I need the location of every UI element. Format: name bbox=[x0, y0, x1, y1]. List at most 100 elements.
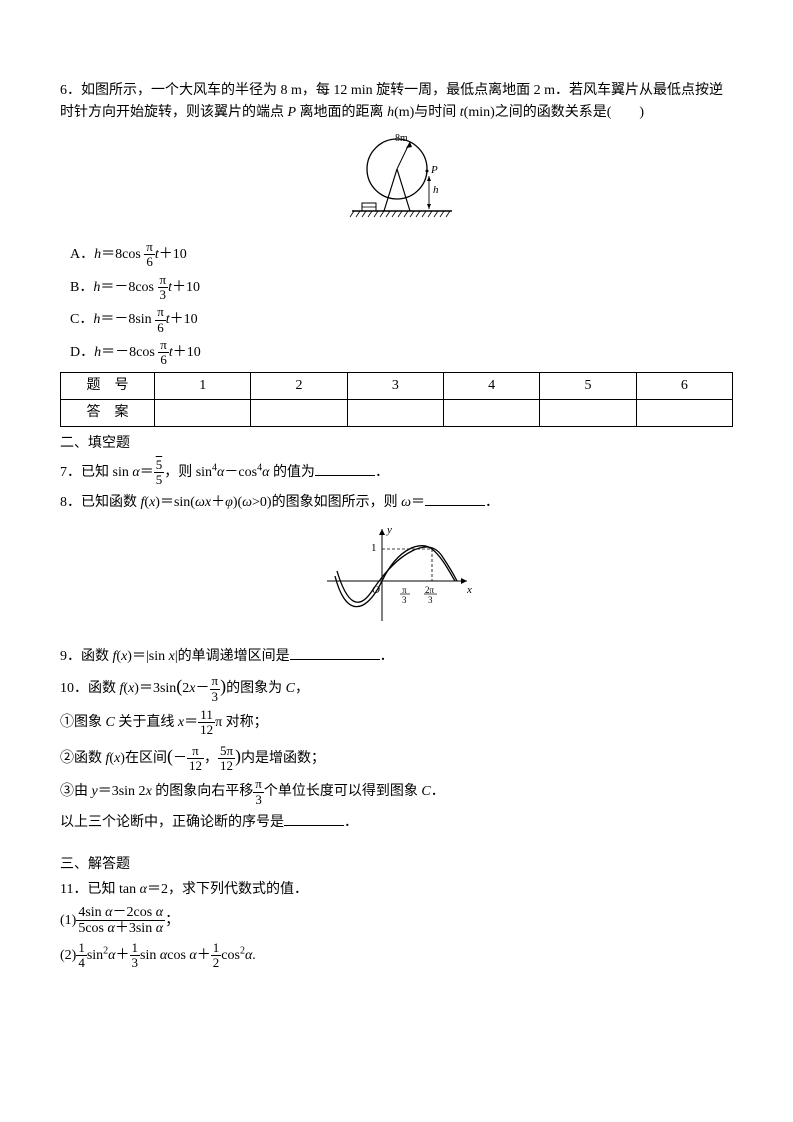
question-11: 11．已知 tan α＝2，求下列代数式的值． bbox=[60, 879, 733, 901]
q7-frac: 55 bbox=[154, 458, 165, 488]
optD-pre: D． bbox=[70, 345, 94, 360]
q11-f1a1: α bbox=[105, 905, 112, 920]
q10-neg: － bbox=[173, 751, 187, 766]
th-5: 5 bbox=[540, 372, 636, 399]
pi3-d: 3 bbox=[402, 595, 407, 605]
q8-w2: ω bbox=[242, 495, 252, 510]
q9-blank bbox=[290, 645, 380, 660]
q6-option-a: A．h＝8cos π6t＋10 bbox=[70, 240, 733, 270]
section-3-title: 三、解答题 bbox=[60, 854, 733, 876]
optC-eq: ＝－8sin bbox=[100, 312, 155, 327]
q11-f1den: 5cos α＋3sin α bbox=[76, 921, 165, 936]
sine-graph: y x O 1 π 3 2π 3 bbox=[317, 521, 477, 631]
q11-t1: 已知 tan bbox=[87, 882, 139, 897]
q10-s1b: 关于直线 bbox=[115, 715, 178, 730]
q8-t8: ． bbox=[485, 495, 499, 510]
q8-figure: y x O 1 π 3 2π 3 bbox=[60, 521, 733, 639]
q10-s3-frac: π3 bbox=[253, 777, 264, 807]
one-label: 1 bbox=[371, 542, 377, 554]
question-6: 6．如图所示，一个大风车的半径为 8 m，每 12 min 旋转一周，最低点离地… bbox=[60, 80, 733, 125]
q11-f1d1: 5cos bbox=[78, 921, 107, 936]
q7-t1: 已知 sin bbox=[81, 465, 132, 480]
optA-fd: 6 bbox=[144, 255, 155, 269]
q9-num: 9． bbox=[60, 649, 81, 664]
q7-t5: ． bbox=[375, 465, 389, 480]
q10-s2-frac2: 5π12 bbox=[218, 744, 235, 774]
ans-4 bbox=[444, 399, 540, 426]
th-4: 4 bbox=[444, 372, 540, 399]
pi3-n: π bbox=[402, 585, 407, 595]
q8-phi: φ bbox=[225, 495, 233, 510]
q7-num: 7． bbox=[60, 465, 81, 480]
ans-5 bbox=[540, 399, 636, 426]
q11-f2cd: 2 bbox=[211, 956, 222, 970]
q6-num: 6． bbox=[60, 83, 81, 98]
q7-a: α bbox=[132, 465, 139, 480]
q11-f1n1: 4sin bbox=[78, 905, 105, 920]
optB-frac: π3 bbox=[158, 273, 169, 303]
q8-w3: ω bbox=[401, 495, 411, 510]
q10-p3n: π bbox=[253, 777, 264, 792]
q11-a4: α bbox=[189, 948, 196, 963]
q8-t4: ＋ bbox=[211, 495, 225, 510]
q6-option-d: D．h＝－8cos π6t＋10 bbox=[70, 338, 733, 368]
q11-part1: (1)4sin α－2cos α5cos α＋3sin α； bbox=[60, 905, 733, 937]
q11-f2b: 13 bbox=[130, 941, 141, 971]
q11-a: α bbox=[140, 882, 147, 897]
q6-figure: 8m P h bbox=[60, 131, 733, 234]
q10-s5: ． bbox=[344, 815, 358, 830]
q11-t5: cos bbox=[167, 948, 189, 963]
q10-s3e: ． bbox=[431, 784, 445, 799]
optC-frac: π6 bbox=[155, 305, 166, 335]
answer-table: 题 号 1 2 3 4 5 6 答 案 bbox=[60, 372, 733, 428]
optB-eq: ＝－8cos bbox=[100, 280, 157, 295]
x-label: x bbox=[466, 584, 472, 596]
q10-p3d: 3 bbox=[253, 793, 264, 807]
q9-t1: 函数 bbox=[81, 649, 113, 664]
q10-minus: － bbox=[196, 681, 210, 696]
q8-t7: ＝ bbox=[411, 495, 425, 510]
q11-f1a3: α bbox=[108, 921, 115, 936]
q7-t2: ，则 sin bbox=[164, 465, 212, 480]
q9-t4: |的单调递增区间是 bbox=[175, 649, 290, 664]
q10-s1-frac: 1112 bbox=[198, 708, 215, 738]
q10-t2: ＝3sin bbox=[139, 681, 176, 696]
q10-p12n: π bbox=[187, 744, 204, 759]
q10-s1d: π 对称； bbox=[215, 715, 268, 730]
q11-p2: (2) bbox=[60, 948, 76, 963]
optD-fd: 6 bbox=[158, 353, 169, 367]
label-h: h bbox=[433, 184, 439, 196]
q8-blank bbox=[425, 491, 485, 506]
q10-stmt1: ①图象 C 关于直线 x＝1112π 对称； bbox=[60, 708, 733, 738]
q10-s3a: ③由 bbox=[60, 784, 92, 799]
q10-s4: 以上三个论断中，正确论断的序号是 bbox=[60, 815, 284, 830]
label-8m: 8m bbox=[395, 133, 408, 144]
ans-2 bbox=[251, 399, 347, 426]
q7-t3: －cos bbox=[224, 465, 257, 480]
q11-plus2: ＋ bbox=[197, 948, 211, 963]
q10-p512n: 5π bbox=[218, 744, 235, 759]
optC-post: ＋10 bbox=[170, 312, 198, 327]
optC-fn: π bbox=[155, 305, 166, 320]
q10-stmt3: ③由 y＝3sin 2x 的图象向右平移π3个单位长度可以得到图象 C． bbox=[60, 777, 733, 807]
q11-num: 11． bbox=[60, 882, 87, 897]
optA-pre: A． bbox=[70, 247, 94, 262]
q11-a2: α bbox=[108, 948, 115, 963]
y-label: y bbox=[386, 524, 392, 536]
q10-pd: 3 bbox=[210, 690, 221, 704]
q11-f2cn: 1 bbox=[211, 941, 222, 956]
th-3: 3 bbox=[347, 372, 443, 399]
optC-fd: 6 bbox=[155, 321, 166, 335]
q6-text3: (m)与时间 bbox=[394, 105, 460, 120]
q11-f2an: 1 bbox=[76, 941, 87, 956]
q6-text2: 离地面的距离 bbox=[296, 105, 387, 120]
q10-s2b: 在区间 bbox=[125, 751, 167, 766]
q11-plus1: ＋ bbox=[116, 948, 130, 963]
q8-num: 8． bbox=[60, 495, 81, 510]
q11-f1n2: －2cos bbox=[113, 905, 156, 920]
ans-1 bbox=[155, 399, 251, 426]
q10-s1-fd: 12 bbox=[198, 723, 215, 737]
optB-fn: π bbox=[158, 273, 169, 288]
q6-h: h bbox=[387, 105, 394, 120]
ans-3 bbox=[347, 399, 443, 426]
